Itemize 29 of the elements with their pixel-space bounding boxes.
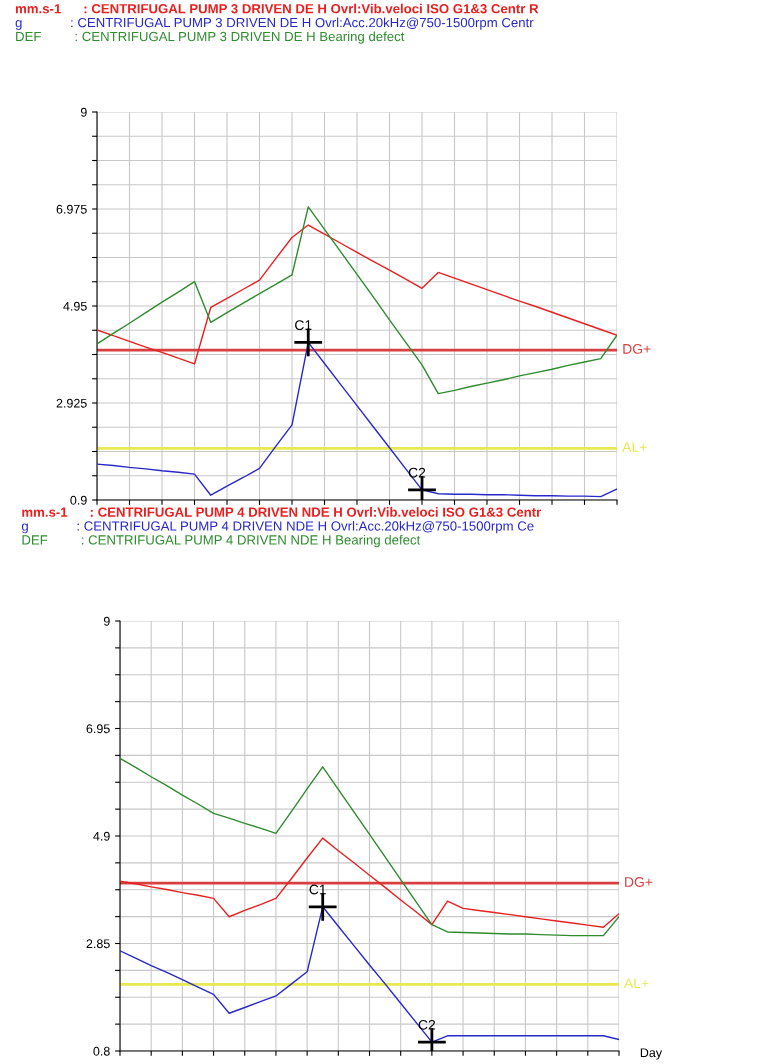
text: DEF : CENTRIFUGAL PUMP 3 DRIVEN DE H Bearing defect (16, 31, 405, 44)
y-tick-label: 4.9 (93, 831, 110, 841)
ref-line-label: DG+ (625, 877, 653, 887)
y-tick-label: 0.8 (93, 1046, 110, 1056)
line-series (120, 837, 619, 928)
y-tick-label: 9 (80, 107, 87, 117)
line-series (120, 906, 619, 1043)
annotation: C2 (418, 1019, 436, 1030)
y-tick-label: 2.925 (56, 398, 87, 408)
y-tick-label: 9 (103, 616, 110, 626)
x-axis-title: Day (640, 1048, 663, 1060)
y-tick-label: 0.9 (70, 495, 87, 505)
line-series (97, 206, 617, 395)
y-tick-label: 4.95 (63, 301, 87, 311)
text: mm.s-1 : CENTRIFUGAL PUMP 4 DRIVEN NDE H Ovrl:Vib.veloci ISO G1&3 Centr (22, 507, 542, 517)
ref-line-label: AL+ (622, 442, 647, 452)
text: DEF : CENTRIFUGAL PUMP 4 DRIVEN NDE H Bearing defect (22, 534, 421, 548)
y-tick-label: 6.975 (56, 204, 87, 214)
annotation: C1 (295, 320, 312, 331)
text: g : CENTRIFUGAL PUMP 3 DRIVEN DE H Ovrl:Acc.20kHz@750-1500rpm Centr (15, 17, 534, 30)
text: mm.s-1 : CENTRIFUGAL PUMP 3 DRIVEN DE H Ovrl:Vib.veloci ISO G1&3 Centr R (15, 3, 539, 14)
ref-line-label: DG+ (623, 343, 651, 354)
y-tick-label: 2.85 (86, 939, 110, 949)
line-series (120, 757, 619, 937)
line-series (97, 224, 617, 365)
ref-line-label: AL+ (624, 978, 649, 988)
text: g : CENTRIFUGAL PUMP 4 DRIVEN NDE H Ovrl:Acc.20kHz@750-1500rpm Ce (21, 521, 534, 534)
annotation: C1 (309, 884, 326, 895)
y-tick-label: 6.95 (86, 724, 110, 734)
